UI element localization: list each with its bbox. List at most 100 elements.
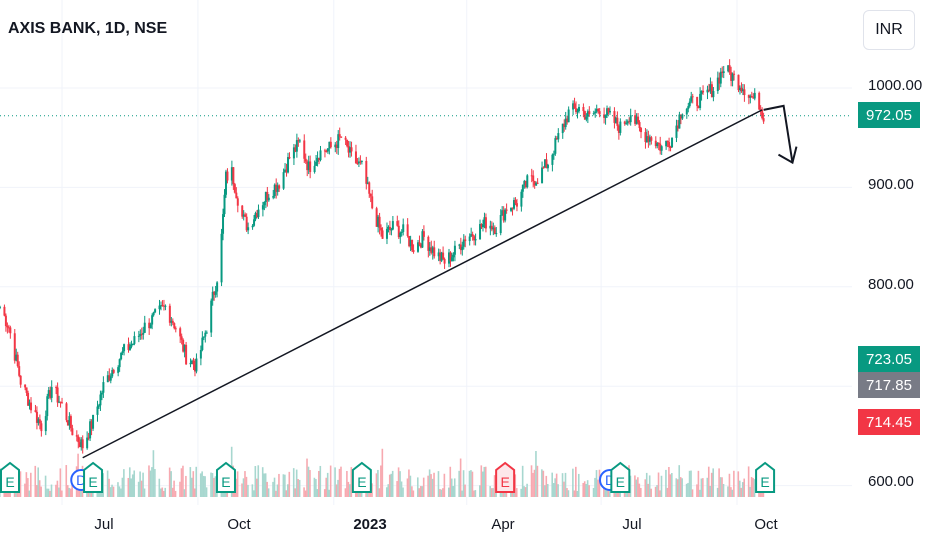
volume-bar <box>205 487 208 497</box>
volume-bar <box>199 473 202 497</box>
candle-body <box>214 291 217 295</box>
candle-body <box>254 213 257 220</box>
volume-bar <box>702 478 704 497</box>
volume-bar <box>112 486 115 497</box>
volume-bar <box>295 469 298 497</box>
candle-body <box>3 306 6 316</box>
volume-bar <box>30 472 32 497</box>
volume-bar <box>747 466 750 497</box>
volume-bar <box>428 469 431 497</box>
volume-bar <box>575 466 577 497</box>
volume-bar <box>709 485 712 497</box>
candle-body <box>127 344 130 350</box>
candle-body <box>606 108 609 116</box>
volume-bar <box>131 474 134 497</box>
candle-body <box>318 157 321 161</box>
candle-body <box>253 219 256 226</box>
candle-body <box>546 164 549 169</box>
candle-body <box>359 161 362 163</box>
volume-bar <box>546 483 549 497</box>
volume-bar <box>245 476 248 497</box>
volume-bar <box>159 488 162 497</box>
volume-bar <box>533 469 536 497</box>
candle-body <box>106 375 109 383</box>
volume-bar <box>118 486 121 497</box>
volume-bar <box>563 481 565 497</box>
candle-body <box>505 209 508 211</box>
candle-body <box>387 226 390 229</box>
volume-bar <box>139 471 141 497</box>
candle-body <box>180 336 183 340</box>
volume-bar <box>71 476 73 497</box>
volume-bar <box>427 475 429 497</box>
volume-bar <box>678 465 681 497</box>
volume-bar <box>749 486 751 497</box>
candle-body <box>356 163 359 165</box>
candle-body <box>521 184 524 192</box>
candle-body <box>323 150 326 152</box>
volume-bar <box>644 479 647 497</box>
volume-bar <box>523 486 525 497</box>
candle-body <box>272 196 275 198</box>
candle-body <box>419 244 422 248</box>
candle-body <box>325 151 328 153</box>
volume-bar <box>699 489 701 497</box>
candle-body <box>261 205 264 210</box>
candle-body <box>263 202 266 206</box>
volume-bar <box>235 478 237 497</box>
candle-body <box>192 360 195 365</box>
candle-body <box>199 349 202 359</box>
volume-bar <box>668 467 670 497</box>
candle-body <box>294 147 297 152</box>
volume-bar <box>183 489 186 497</box>
volume-bar <box>681 478 683 497</box>
candle-body <box>731 73 734 81</box>
dividend-event-label: D <box>76 472 86 488</box>
candle-body <box>334 144 337 148</box>
volume-bar <box>416 477 419 497</box>
projection-arrowhead <box>777 146 798 165</box>
volume-bar <box>480 465 483 497</box>
candle-body <box>586 111 589 117</box>
projection-arrow <box>763 104 794 163</box>
volume-bar <box>121 477 124 497</box>
candle-body <box>118 359 121 368</box>
volume-bar <box>148 465 150 497</box>
volume-bar <box>142 472 144 497</box>
candle-body <box>629 115 632 123</box>
candle-body <box>298 140 301 142</box>
volume-bar <box>629 475 632 497</box>
volume-bar <box>400 481 403 497</box>
volume-bar <box>479 485 481 497</box>
candle-body <box>102 382 105 393</box>
currency-button[interactable]: INR <box>863 10 915 50</box>
volume-bar <box>318 470 320 497</box>
volume-bar <box>573 490 576 497</box>
candle-body <box>650 137 653 141</box>
volume-bar <box>309 470 311 497</box>
volume-bar <box>691 489 694 497</box>
candle-body <box>232 167 235 185</box>
volume-bar <box>759 490 762 497</box>
candle-body <box>412 250 415 252</box>
candle-body <box>251 225 254 228</box>
candle-body <box>541 167 544 184</box>
candle-body <box>462 239 465 247</box>
candle-body <box>96 406 99 415</box>
candle-body <box>660 146 663 151</box>
candle-body <box>722 71 725 74</box>
y-tick-label: 600.00 <box>868 473 914 490</box>
candle-body <box>337 134 340 148</box>
volume-bar <box>263 473 265 497</box>
volume-bar <box>292 468 295 497</box>
candle-body <box>120 352 123 360</box>
volume-bar <box>490 488 493 497</box>
earnings-event-marker <box>351 461 372 493</box>
candle-body <box>273 184 276 197</box>
candle-body <box>520 191 523 207</box>
candle-body <box>699 93 702 108</box>
volume-bar <box>106 470 109 497</box>
volume-bar <box>542 470 545 497</box>
volume-bar <box>687 482 689 497</box>
